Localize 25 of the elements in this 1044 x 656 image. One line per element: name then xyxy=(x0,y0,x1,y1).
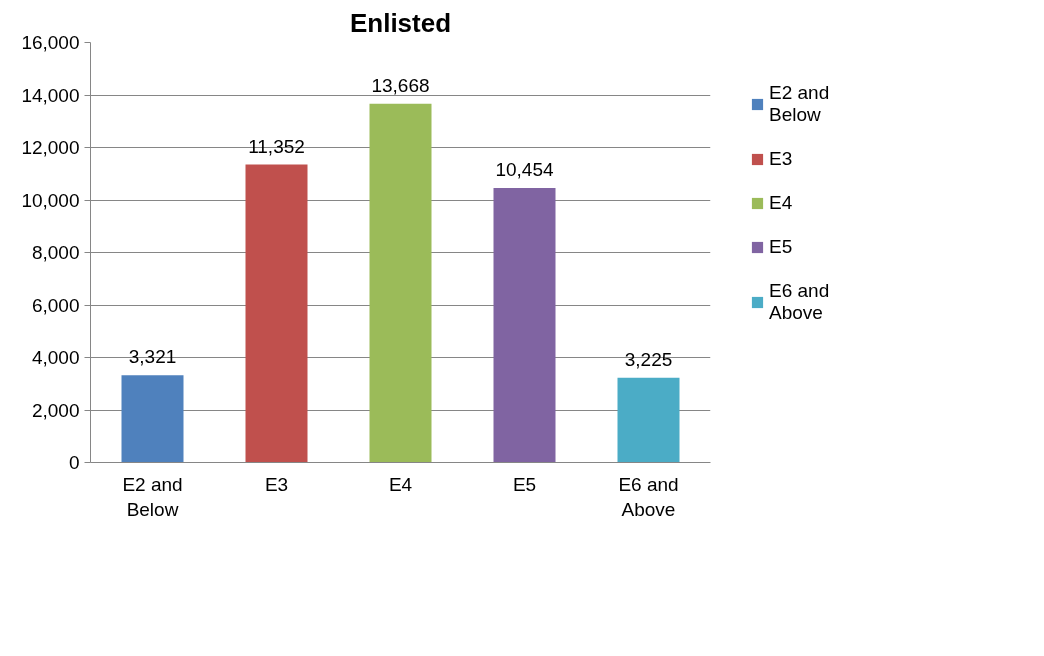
data-label: 3,225 xyxy=(624,348,673,370)
y-tick-label: 6,000 xyxy=(31,294,80,316)
data-label: 11,352 xyxy=(248,135,305,157)
x-tick-label: E2 and Below xyxy=(122,473,183,520)
data-label: 3,321 xyxy=(128,346,177,368)
legend-label: E5 xyxy=(769,236,793,258)
legend-label: E2 and Below xyxy=(769,82,830,126)
legend-label: E6 and Above xyxy=(769,280,830,324)
data-label: 13,668 xyxy=(371,74,430,96)
x-tick-label: E6 and Above xyxy=(618,473,679,520)
y-tick-label: 12,000 xyxy=(21,137,80,158)
y-tick-label: 16,000 xyxy=(21,32,80,53)
legend-label: E3 xyxy=(769,148,793,170)
y-tick-label: 8,000 xyxy=(31,242,80,263)
y-tick-label: 0 xyxy=(68,452,80,473)
y-tick-label: 14,000 xyxy=(21,84,80,106)
legend-label: E4 xyxy=(769,192,793,214)
chart-title: Enlisted xyxy=(349,7,452,38)
x-tick-label: E5 xyxy=(512,473,537,495)
data-label: 10,454 xyxy=(495,159,554,181)
x-tick-label: E4 xyxy=(388,473,413,495)
y-tick-label: 2,000 xyxy=(31,399,80,421)
y-tick-label: 10,000 xyxy=(21,189,80,211)
y-tick-label: 4,000 xyxy=(31,347,80,368)
x-tick-label: E3 xyxy=(264,473,289,495)
